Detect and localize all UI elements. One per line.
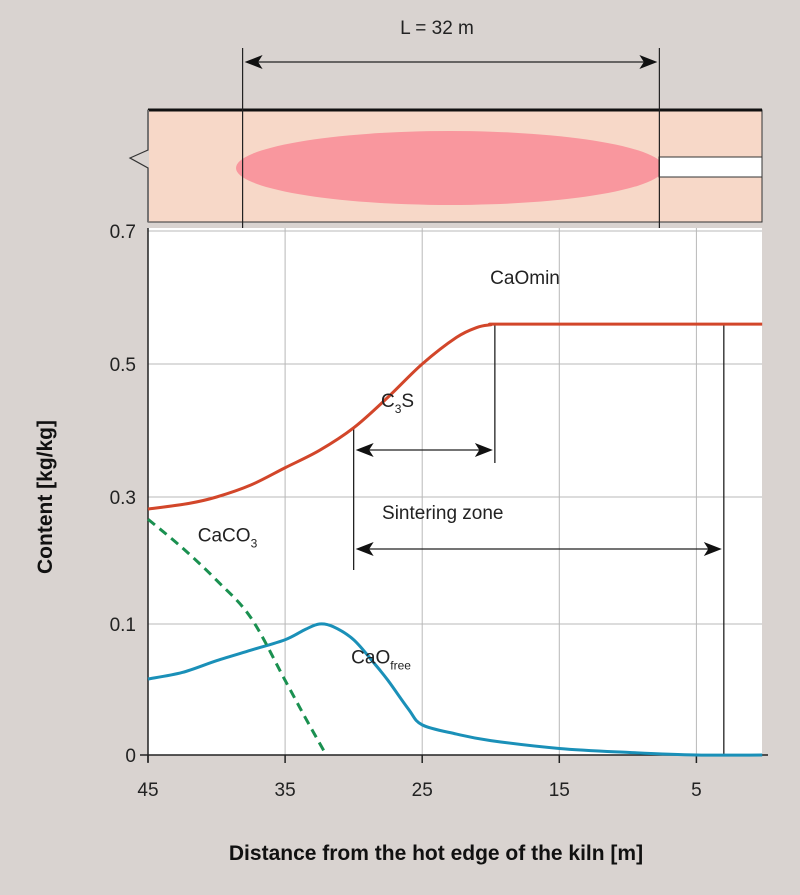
y-tick-label: 0 (125, 746, 136, 767)
y-axis-label: Content [kg/kg] (34, 420, 57, 574)
kiln-break-line (128, 110, 149, 222)
plot-area (148, 228, 762, 755)
flame-length-label: L = 32 m (400, 18, 474, 39)
x-tick-label: 25 (412, 780, 433, 801)
markers (352, 324, 725, 755)
annotation-caomin: CaOmin (490, 268, 560, 289)
series-caco3 (147, 518, 328, 756)
annotation-caco3: CaCO3 (198, 525, 258, 550)
x-tick-label: 45 (137, 780, 158, 801)
y-tick-label: 0.1 (110, 615, 136, 636)
series-cao-free (147, 622, 763, 757)
y-tick-label: 0.5 (110, 355, 136, 376)
x-tick-label: 5 (691, 780, 702, 801)
series-caomin (147, 322, 763, 511)
annotation-c3s: C3S (381, 391, 414, 416)
x-tick-label: 35 (275, 780, 296, 801)
sintering-zone-arrowhead-left (355, 542, 374, 556)
tick-labels: 45 35 25 15 5 0 0.1 0.3 0.5 0.7 (110, 222, 702, 801)
x-axis-label: Distance from the hot edge of the kiln [… (229, 842, 643, 865)
kiln-break-mark (128, 110, 149, 222)
annotations: CaOmin C3S Sintering zone CaCO3 CaOfree (198, 268, 560, 672)
annotation-sinter: Sintering zone (382, 503, 503, 524)
arrowhead-left (244, 55, 263, 69)
x-tick-label: 15 (549, 780, 570, 801)
flame (236, 131, 664, 205)
c3s-arrowhead-left (355, 443, 374, 457)
burner-pipe (658, 156, 763, 178)
annotation-caofree: CaOfree (351, 647, 411, 672)
arrowhead-right (639, 55, 658, 69)
kiln-schematic: L = 32 m (128, 18, 763, 232)
y-tick-label: 0.7 (110, 222, 136, 243)
series-lines (147, 322, 763, 757)
sintering-zone-arrowhead-right (703, 542, 722, 556)
y-tick-label: 0.3 (110, 488, 136, 509)
c3s-arrowhead-right (474, 443, 493, 457)
